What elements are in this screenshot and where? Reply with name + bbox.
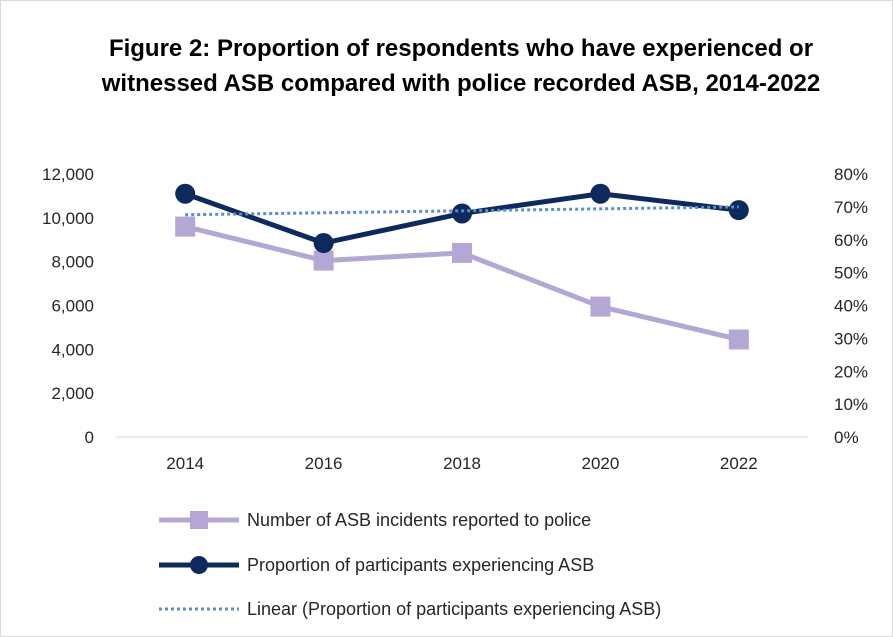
series-3 — [185, 205, 739, 217]
x-tick-label: 2018 — [443, 454, 481, 473]
y-left-tick-label: 0 — [85, 428, 94, 447]
series-1 — [175, 216, 749, 350]
y-right-tick-label: 20% — [834, 362, 868, 381]
y-left-tick-label: 12,000 — [42, 165, 94, 184]
legend-marker-square — [190, 511, 208, 529]
data-point-square — [728, 329, 749, 350]
y-right-tick-label: 50% — [834, 264, 868, 283]
legend-marker-circle — [190, 556, 208, 574]
y-left-tick-label: 10,000 — [42, 209, 94, 228]
x-tick-label: 2016 — [305, 454, 343, 473]
x-tick-label: 2020 — [581, 454, 619, 473]
y-right-tick-label: 80% — [834, 165, 868, 184]
y-left-tick-label: 8,000 — [51, 253, 94, 272]
chart-title: Figure 2: Proportion of respondents who … — [101, 35, 821, 97]
y-left-tick-label: 2,000 — [51, 384, 94, 403]
x-tick-label: 2014 — [166, 454, 204, 473]
legend-item-3: Linear (Proportion of participants exper… — [159, 599, 661, 619]
data-point-circle — [590, 183, 611, 204]
data-point-square — [590, 296, 611, 317]
data-point-circle — [313, 233, 334, 254]
x-tick-label: 2022 — [720, 454, 758, 473]
legend-label: Number of ASB incidents reported to poli… — [247, 510, 591, 530]
y-right-tick-label: 40% — [834, 297, 868, 316]
legend-item-1: Number of ASB incidents reported to poli… — [159, 510, 591, 530]
data-point-circle — [452, 203, 472, 224]
data-point-square — [175, 216, 196, 237]
y-right-tick-label: 10% — [834, 395, 868, 414]
data-point-circle — [175, 183, 196, 204]
y-right-tick-label: 30% — [834, 329, 868, 348]
data-point-square — [452, 242, 472, 263]
series-line — [185, 205, 739, 217]
y-right-tick-label: 0% — [834, 428, 859, 447]
data-point-circle — [728, 200, 749, 221]
legend-label: Proportion of participants experiencing … — [247, 555, 594, 575]
y-right-tick-label: 60% — [834, 231, 868, 250]
legend-label: Linear (Proportion of participants exper… — [247, 599, 661, 619]
y-left-tick-label: 4,000 — [51, 340, 94, 359]
series-2 — [175, 183, 749, 254]
y-left-tick-label: 6,000 — [51, 297, 94, 316]
y-right-tick-label: 70% — [834, 198, 868, 217]
data-point-square — [313, 250, 334, 271]
legend-item-2: Proportion of participants experiencing … — [159, 555, 594, 575]
